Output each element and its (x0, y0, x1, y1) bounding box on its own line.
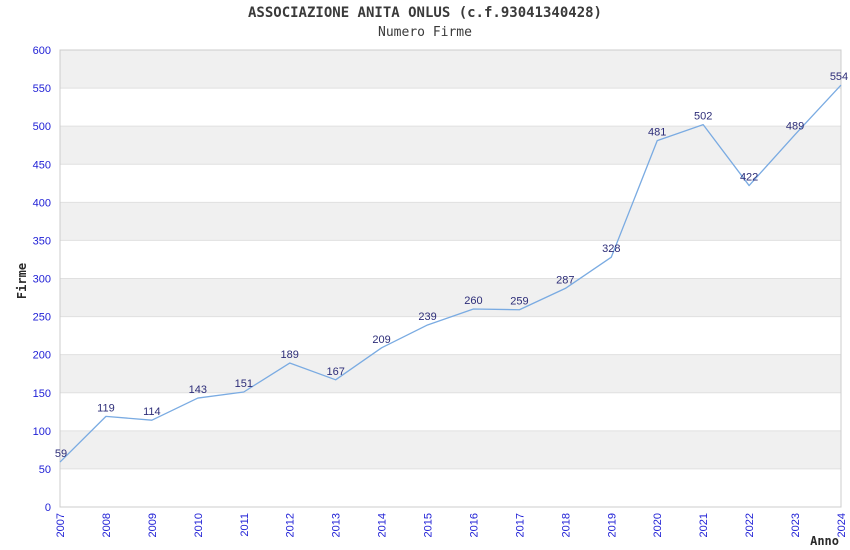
plot-band (60, 278, 841, 317)
x-tick-label: 2007 (55, 513, 67, 537)
x-tick-label: 2012 (285, 513, 297, 537)
x-tick-label: 2018 (560, 513, 572, 537)
x-tick-label: 2022 (744, 513, 756, 537)
x-tick-label: 2016 (468, 513, 480, 537)
x-tick-label: 2015 (423, 513, 435, 537)
x-tick-label: 2019 (606, 513, 618, 537)
x-tick-label: 2013 (331, 513, 343, 537)
x-tick-label: 2011 (239, 513, 251, 537)
y-tick-label: 400 (33, 197, 51, 209)
data-point-label: 239 (418, 311, 436, 323)
y-tick-label: 200 (33, 350, 51, 362)
x-tick-label: 2014 (377, 513, 389, 537)
plot-band (60, 50, 841, 89)
data-point-label: 143 (189, 384, 207, 396)
data-point-label: 481 (648, 127, 666, 139)
plot-border (59, 49, 842, 508)
data-point-label: 328 (602, 243, 620, 255)
data-point-label: 554 (830, 71, 848, 83)
data-point-label: 422 (740, 172, 758, 184)
x-tick-label: 2010 (193, 513, 205, 537)
x-tick-label: 2008 (101, 513, 113, 537)
y-tick-label: 300 (33, 274, 51, 286)
plot-band (60, 430, 841, 469)
plot-band (60, 354, 841, 393)
y-tick-label: 450 (33, 159, 51, 171)
x-tick-label: 2009 (147, 513, 159, 537)
data-point-label: 209 (372, 334, 390, 346)
data-point-label: 489 (786, 121, 804, 133)
y-tick-label: 350 (33, 235, 51, 247)
y-tick-label: 100 (33, 426, 51, 438)
data-point-label: 287 (556, 274, 574, 286)
data-point-label: 502 (694, 111, 712, 123)
data-point-label: 119 (97, 402, 115, 414)
y-tick-label: 150 (33, 388, 51, 400)
data-point-label: 59 (55, 448, 67, 460)
x-axis-title: Anno (810, 534, 839, 548)
x-tick-label: 2024 (836, 513, 848, 537)
x-tick-label: 2021 (698, 513, 710, 537)
data-point-label: 167 (326, 366, 344, 378)
x-tick-label: 2023 (790, 513, 802, 537)
y-tick-label: 0 (45, 502, 51, 514)
data-point-label: 151 (235, 378, 253, 390)
x-tick-label: 2020 (652, 513, 664, 537)
chart-title: ASSOCIAZIONE ANITA ONLUS (c.f.9304134042… (247, 5, 602, 21)
y-tick-label: 600 (33, 45, 51, 57)
data-point-label: 189 (281, 349, 299, 361)
chart-subtitle: Numero Firme (378, 25, 472, 40)
y-tick-label: 50 (39, 464, 51, 476)
y-tick-label: 250 (33, 312, 51, 324)
data-point-label: 114 (143, 406, 161, 418)
data-line (59, 84, 842, 463)
plot-band (60, 126, 841, 165)
y-tick-label: 500 (33, 121, 51, 133)
y-axis-title: Firme (15, 263, 29, 299)
plot-band (60, 202, 841, 241)
data-point-label: 259 (510, 296, 528, 308)
data-point-label: 260 (464, 295, 482, 307)
y-tick-label: 550 (33, 83, 51, 95)
x-tick-label: 2017 (514, 513, 526, 537)
